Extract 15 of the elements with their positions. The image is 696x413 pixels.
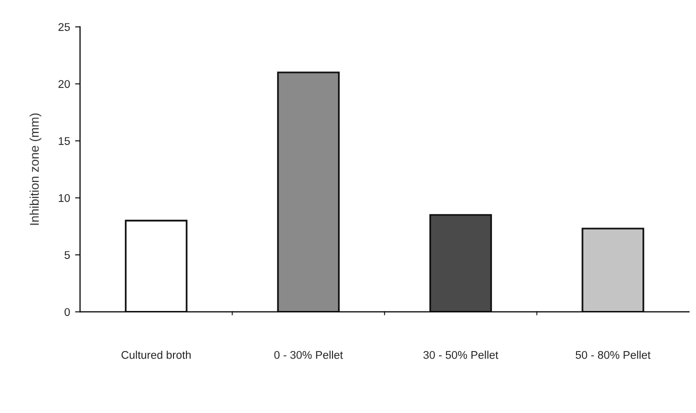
x-tick-label: 30 - 50% Pellet — [423, 350, 498, 359]
x-tick-label: 50 - 80% Pellet — [576, 350, 651, 359]
bar — [582, 228, 644, 312]
y-tick-label: 25 — [58, 23, 70, 31]
y-tick-label: 10 — [58, 194, 70, 202]
bar — [277, 72, 340, 312]
y-tick-label: 5 — [64, 251, 70, 259]
bar — [124, 220, 188, 312]
x-tick-label: Cultured broth — [122, 350, 191, 359]
x-tick-label: 0 - 30% Pellet — [274, 350, 343, 359]
y-tick-label: 20 — [58, 80, 70, 88]
y-tick-label: 0 — [64, 308, 70, 316]
bar — [429, 214, 492, 312]
y-tick-label: 15 — [58, 137, 70, 145]
y-axis-title: Inhibition zone (mm) — [30, 113, 42, 225]
